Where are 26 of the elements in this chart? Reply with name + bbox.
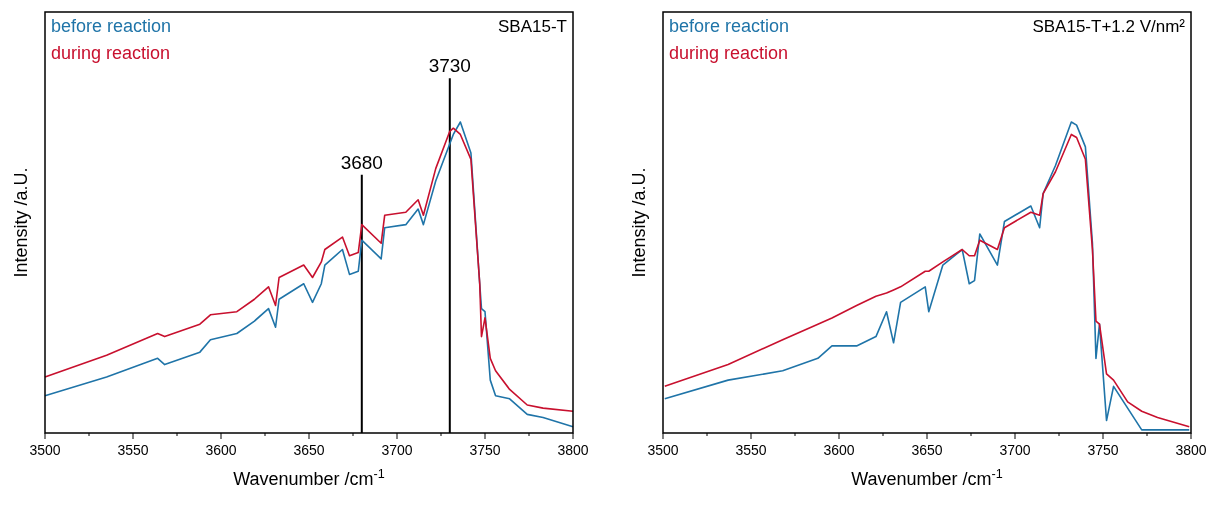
- x-tick-label: 3750: [1087, 442, 1119, 458]
- x-tick-label: 3550: [735, 442, 767, 458]
- y-axis-title: Intensity /a.U.: [11, 167, 31, 278]
- x-axis-title: Wavenumber /cm$^{-1}$: [851, 467, 1003, 489]
- x-tick-label: 3650: [911, 442, 943, 458]
- x-tick-label: 3650: [293, 442, 325, 458]
- ref-line-label: 3680: [340, 151, 383, 173]
- x-tick-label: 3700: [999, 442, 1031, 458]
- x-tick-label: 3500: [647, 442, 679, 458]
- x-tick-label: 3550: [117, 442, 149, 458]
- text: SBA15-T+1.2 V/nm²: [1032, 17, 1186, 36]
- x-tick-label: 3600: [205, 442, 237, 458]
- text: before reaction: [51, 16, 172, 36]
- x-axis-title: Wavenumber /cm$^{-1}$: [233, 467, 385, 489]
- text: during reaction: [51, 43, 171, 63]
- x-tick-label: 3700: [381, 442, 413, 458]
- ref-line-label: 3730: [428, 55, 471, 77]
- x-tick-label: 3750: [469, 442, 501, 458]
- text: SBA15-T: [498, 17, 567, 36]
- x-tick-label: 3800: [557, 442, 589, 458]
- x-tick-label: 3500: [29, 442, 61, 458]
- x-tick-label: 3600: [823, 442, 855, 458]
- text: before reaction: [669, 16, 790, 36]
- y-axis-title: Intensity /a.U.: [629, 167, 649, 278]
- text: during reaction: [669, 43, 789, 63]
- x-tick-label: 3800: [1175, 442, 1207, 458]
